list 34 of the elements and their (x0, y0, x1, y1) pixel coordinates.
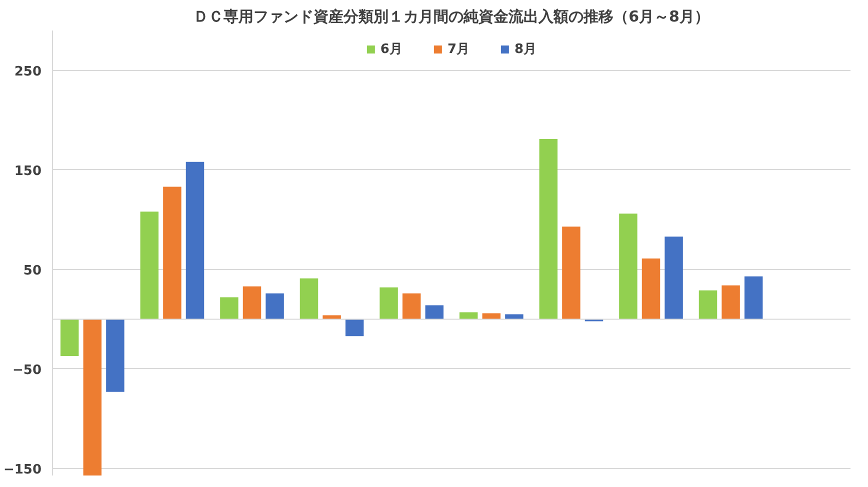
bar (698, 290, 718, 320)
bar (186, 162, 204, 320)
chart-title: ＤＣ専用ファンド資産分類別１カ月間の純資金流出入額の推移（6月～8月） (194, 8, 710, 26)
bar (744, 276, 763, 320)
bar (60, 319, 79, 356)
bar (505, 314, 524, 320)
bar (220, 297, 238, 320)
y-tick-label: 150 (14, 164, 42, 179)
bar (106, 319, 124, 392)
bar (242, 286, 262, 320)
bar (539, 139, 558, 320)
y-tick-label: 50 (23, 263, 42, 278)
legend-label: 7月 (447, 41, 470, 58)
bar (140, 212, 159, 320)
bar (380, 287, 398, 320)
bar (300, 278, 318, 320)
bar (482, 313, 501, 320)
bar (562, 226, 580, 320)
bar (642, 258, 660, 320)
y-tick-label: 250 (14, 64, 42, 80)
bar (402, 293, 421, 320)
bar (345, 319, 364, 336)
y-tick-label: −150 (3, 462, 42, 478)
bar (619, 214, 638, 320)
bar (163, 186, 182, 320)
bar (664, 236, 683, 320)
legend-label: 6月 (380, 41, 402, 58)
y-tick-label: −50 (12, 362, 42, 378)
bar (722, 285, 740, 320)
bar (266, 293, 284, 320)
bar (425, 305, 444, 320)
legend-label: 8月 (514, 41, 537, 58)
bar (83, 319, 102, 476)
bar (459, 312, 478, 320)
